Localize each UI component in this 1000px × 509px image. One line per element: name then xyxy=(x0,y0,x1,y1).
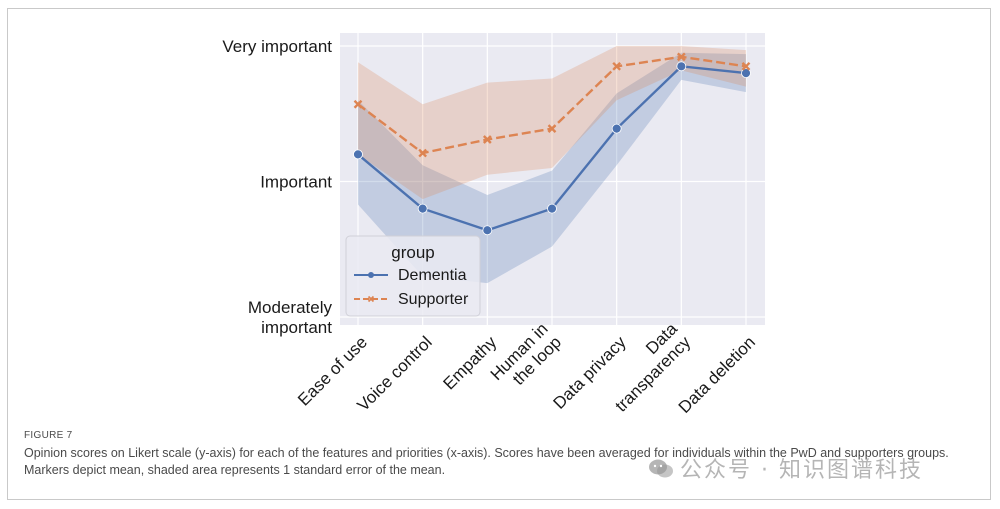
y-tick-labels: Moderately important Important Very importa… xyxy=(222,37,332,337)
series-markers xyxy=(353,52,751,236)
dementia-point xyxy=(676,61,687,72)
dementia-point xyxy=(482,225,493,236)
supporter-point xyxy=(482,135,492,144)
supporter-point xyxy=(418,148,428,158)
dementia-point xyxy=(547,203,557,214)
legend-marker xyxy=(368,272,374,278)
y-tick-label: Moderately important xyxy=(248,298,333,337)
y-tick-label: Very important xyxy=(222,37,332,56)
legend-entry-dementia: Dementia xyxy=(354,267,467,284)
x-tick-label: Human inthe loop xyxy=(487,319,565,397)
line-chart: Moderately important Important Very importa… xyxy=(222,33,765,417)
legend-entry-supporter: Supporter xyxy=(354,291,469,308)
dementia-point xyxy=(353,149,363,160)
legend: group Dementia Supporter xyxy=(345,235,481,317)
watermark-text: 公众号 · 知识图谱科技 xyxy=(680,458,923,483)
supporter-point xyxy=(547,124,557,134)
legend-label: Dementia xyxy=(398,267,467,284)
y-tick-label: Important xyxy=(260,173,332,192)
figure-label: FIGURE 7 xyxy=(24,430,73,441)
x-tick-label: Empathy xyxy=(440,332,501,393)
wechat-icon xyxy=(649,459,673,478)
legend-box xyxy=(345,235,481,317)
supporter-point xyxy=(353,99,363,109)
legend-title: group xyxy=(391,243,434,262)
figure-caption: FIGURE 7 Opinion scores on Likert scale … xyxy=(24,430,974,479)
dementia-point xyxy=(417,203,428,214)
supporter-point xyxy=(612,61,622,71)
dementia-point xyxy=(741,68,751,78)
supporter-error-band xyxy=(358,46,746,200)
legend-label: Supporter xyxy=(398,291,469,308)
dementia-point xyxy=(611,123,622,134)
dementia-error-band xyxy=(358,52,746,284)
error-bands xyxy=(358,46,746,284)
grid xyxy=(340,33,765,325)
supporter-point xyxy=(741,61,751,71)
watermark: 公众号 · 知识图谱科技 xyxy=(648,452,923,484)
supporter-point xyxy=(676,52,686,62)
caption-text: Opinion scores on Likert scale (y-axis) … xyxy=(24,446,949,477)
